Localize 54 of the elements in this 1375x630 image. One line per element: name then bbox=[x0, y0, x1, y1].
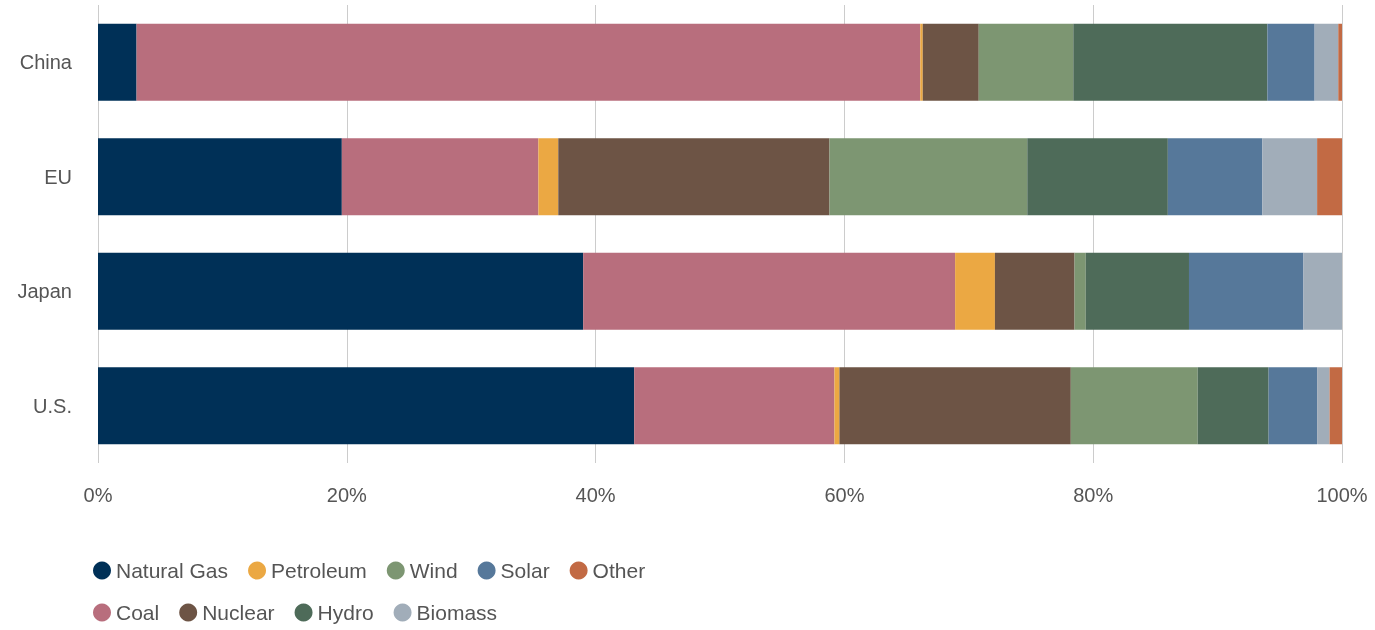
bar bbox=[1070, 367, 1198, 445]
legend-label: Biomass bbox=[416, 601, 498, 624]
x-tick-label: 60% bbox=[824, 484, 865, 506]
bar bbox=[1317, 367, 1330, 445]
legend-label: Coal bbox=[116, 601, 160, 624]
bar bbox=[829, 138, 1028, 216]
legend-label: Solar bbox=[500, 559, 550, 582]
bar bbox=[994, 252, 1075, 330]
bar bbox=[1027, 138, 1168, 216]
bar bbox=[136, 23, 921, 101]
y-tick-label: U.S. bbox=[33, 394, 72, 417]
y-tick-label: EU bbox=[44, 165, 72, 188]
y-tick-label: China bbox=[19, 51, 73, 74]
legend-label: Natural Gas bbox=[116, 559, 229, 582]
bar bbox=[955, 252, 995, 330]
x-tick-label: 40% bbox=[575, 484, 616, 506]
bar bbox=[1085, 252, 1189, 330]
x-tick-label: 0% bbox=[83, 484, 113, 506]
legend-label: Other bbox=[592, 559, 646, 582]
bar bbox=[538, 138, 559, 216]
bar bbox=[1317, 138, 1342, 216]
bar bbox=[1073, 23, 1268, 101]
bar bbox=[634, 367, 835, 445]
bar bbox=[98, 252, 584, 330]
bar bbox=[1188, 252, 1304, 330]
legend-label: Wind bbox=[409, 559, 458, 582]
bar bbox=[978, 23, 1074, 101]
bar bbox=[1303, 252, 1342, 330]
bar bbox=[98, 23, 137, 101]
bar bbox=[1314, 23, 1339, 101]
bar bbox=[1338, 23, 1342, 101]
bar bbox=[920, 23, 923, 101]
bar bbox=[558, 138, 830, 216]
bar bbox=[1197, 367, 1269, 445]
bar bbox=[922, 23, 979, 101]
bar bbox=[1268, 367, 1318, 445]
bar bbox=[98, 138, 342, 216]
y-tick-label: Japan bbox=[17, 280, 72, 303]
legend-label: Hydro bbox=[317, 601, 374, 624]
legend-label: Nuclear bbox=[202, 601, 275, 624]
bar bbox=[1167, 138, 1263, 216]
bar bbox=[98, 367, 635, 445]
legend-label: Petroleum bbox=[271, 559, 367, 582]
bar bbox=[834, 367, 840, 445]
bar bbox=[839, 367, 1071, 445]
bar bbox=[583, 252, 956, 330]
bar bbox=[1074, 252, 1086, 330]
x-tick-label: 100% bbox=[1316, 484, 1368, 506]
bar bbox=[1329, 367, 1342, 445]
x-tick-label: 20% bbox=[326, 484, 368, 506]
bar bbox=[341, 138, 539, 216]
bar bbox=[1267, 23, 1315, 101]
x-tick-label: 80% bbox=[1073, 484, 1114, 506]
bar bbox=[1262, 138, 1318, 216]
